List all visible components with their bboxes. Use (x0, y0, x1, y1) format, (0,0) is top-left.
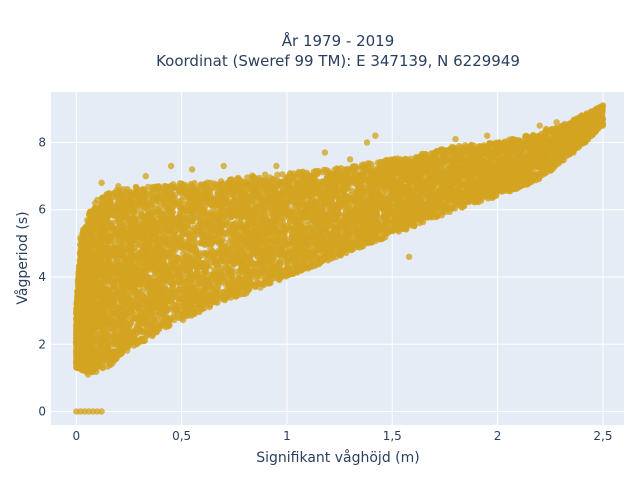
data-point (208, 209, 214, 215)
chart-title-line1: År 1979 - 2019 (282, 31, 395, 50)
chart-title-line2: Koordinat (Sweref 99 TM): E 347139, N 62… (156, 52, 520, 70)
